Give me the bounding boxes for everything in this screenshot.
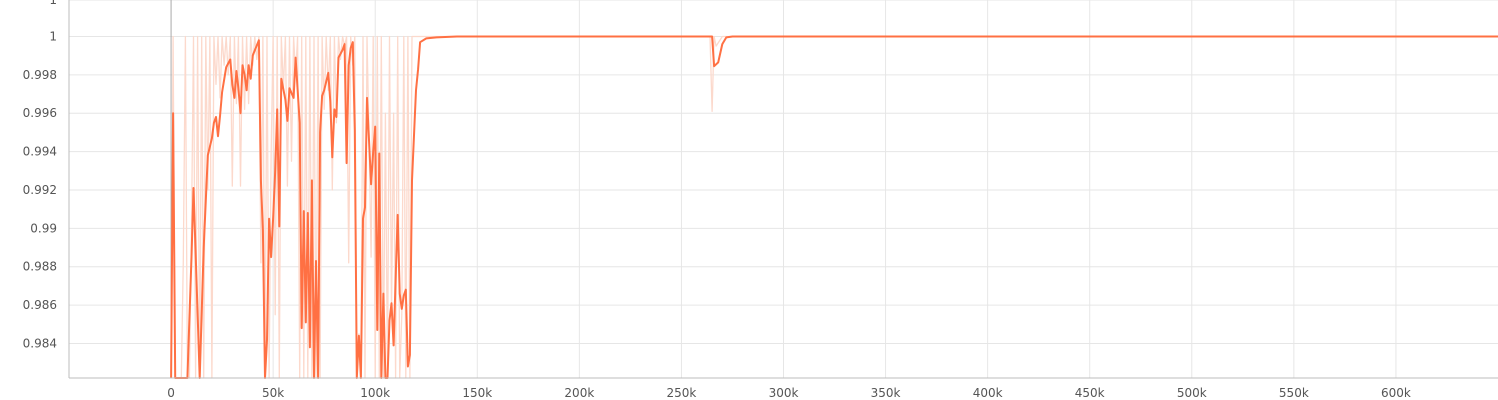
x-tick-label: 300k — [769, 386, 799, 400]
x-tick-label: 250k — [666, 386, 696, 400]
y-tick-label: 1 — [49, 29, 57, 43]
x-tick-label: 150k — [462, 386, 492, 400]
series-layer — [170, 35, 1498, 379]
x-tick-label: 400k — [973, 386, 1003, 400]
y-tick-label: 0.986 — [23, 298, 57, 312]
y-tick-label: 0.984 — [23, 336, 57, 350]
smoothed-series-line — [170, 35, 1498, 379]
x-tick-label: 200k — [564, 386, 594, 400]
x-tick-label: 450k — [1075, 386, 1105, 400]
y-tick-label: 1 — [49, 0, 57, 7]
x-tick-label: 550k — [1279, 386, 1309, 400]
x-tick-label: 0 — [167, 386, 175, 400]
x-tick-label: 600k — [1381, 386, 1411, 400]
x-tick-label: 500k — [1177, 386, 1207, 400]
y-tick-label: 0.992 — [23, 183, 57, 197]
y-tick-label: 0.994 — [23, 145, 57, 159]
y-tick-label: 0.99 — [30, 221, 57, 235]
raw-series-line — [170, 35, 1498, 379]
grid-layer — [69, 0, 1498, 378]
x-tick-label: 100k — [360, 386, 390, 400]
y-tick-label: 0.988 — [23, 260, 57, 274]
y-tick-label: 0.998 — [23, 68, 57, 82]
x-tick-label: 350k — [871, 386, 901, 400]
axis-layer: 0.984 0.986 0.988 0.99 0.992 0.994 0.996 0.998 1… — [23, 0, 1498, 400]
x-tick-label: 50k — [262, 386, 284, 400]
y-tick-label: 0.996 — [23, 106, 57, 120]
